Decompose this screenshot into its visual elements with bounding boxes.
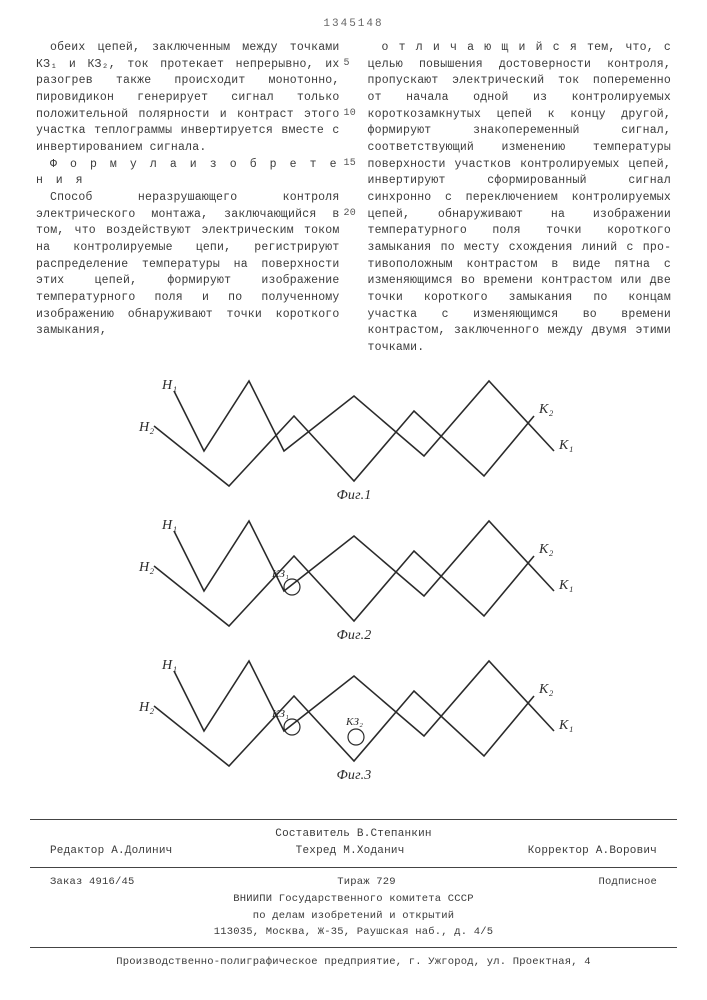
doc-number: 1345148 xyxy=(30,18,677,30)
svg-text:K₁: K₁ xyxy=(558,718,574,733)
compiler-line: Составитель В.Степанкин xyxy=(30,826,677,844)
svg-text:K₁: K₁ xyxy=(558,578,574,593)
svg-text:H₂: H₂ xyxy=(138,420,154,435)
svg-text:H₁: H₁ xyxy=(161,378,177,393)
svg-text:H₁: H₁ xyxy=(161,658,177,673)
footer-block: Составитель В.Степанкин Редактор А.Долин… xyxy=(30,819,677,971)
left-column: обеих цепей, заключенным между точ­ками … xyxy=(30,40,358,357)
org-line-2: по делам изобретений и открытий xyxy=(30,908,677,925)
corrector: Корректор А.Ворович xyxy=(528,843,657,861)
svg-text:H₁: H₁ xyxy=(161,518,177,533)
line-number-gutter: 5 10 15 20 xyxy=(344,40,356,240)
svg-text:K₂: K₂ xyxy=(538,682,554,697)
svg-text:Фиг.2: Фиг.2 xyxy=(336,628,371,643)
credits-row: Редактор А.Долинич Техред М.Ходанич Корр… xyxy=(30,843,677,861)
printer-line: Производственно-полиграфическое предприя… xyxy=(30,954,677,971)
address-line: 113035, Москва, Ж-35, Раушская наб., д. … xyxy=(30,924,677,941)
svg-text:Фиг.1: Фиг.1 xyxy=(336,488,371,503)
figures-block: H₁ H₂ K₁ K₂ Фиг.1 H₁ H₂ K₁ K₂ КЗ₁ Фиг.2 H₁ H₂ K₁ K₂ КЗ₁… xyxy=(94,371,614,801)
svg-text:K₂: K₂ xyxy=(538,542,554,557)
svg-text:Фиг.3: Фиг.3 xyxy=(336,768,371,783)
left-para-2: Способ неразрушающего контроля электриче… xyxy=(36,190,340,340)
figures-svg: H₁ H₂ K₁ K₂ Фиг.1 H₁ H₂ K₁ K₂ КЗ₁ Фиг.2 H₁ H₂ K₁ K₂ КЗ₁… xyxy=(94,371,614,801)
svg-text:K₂: K₂ xyxy=(538,402,554,417)
order-no: Заказ 4916/45 xyxy=(50,874,135,891)
org-line-1: ВНИИПИ Государственного комитета СССР xyxy=(30,891,677,908)
order-row: Заказ 4916/45 Тираж 729 Подписное xyxy=(30,874,677,891)
svg-text:КЗ₂: КЗ₂ xyxy=(345,716,363,728)
left-para-1: обеих цепей, заключенным между точ­ками … xyxy=(36,40,340,157)
svg-text:H₂: H₂ xyxy=(138,700,154,715)
right-column: 5 10 15 20 о т л и ч а ю щ и й с я тем, … xyxy=(358,40,678,357)
techred: Техред М.Ходанич xyxy=(296,843,405,861)
right-para-1: о т л и ч а ю щ и й с я тем, что, с цель… xyxy=(368,40,672,357)
tirazh: Тираж 729 xyxy=(337,874,396,891)
formula-heading: Ф о р м у л а и з о б р е т е н и я xyxy=(36,157,340,190)
svg-text:K₁: K₁ xyxy=(558,438,574,453)
svg-text:КЗ₁: КЗ₁ xyxy=(271,708,289,720)
text-columns: обеих цепей, заключенным между точ­ками … xyxy=(30,40,677,357)
svg-text:КЗ₁: КЗ₁ xyxy=(271,568,289,580)
editor: Редактор А.Долинич xyxy=(50,843,172,861)
podpisnoe: Подписное xyxy=(598,874,657,891)
svg-text:H₂: H₂ xyxy=(138,560,154,575)
